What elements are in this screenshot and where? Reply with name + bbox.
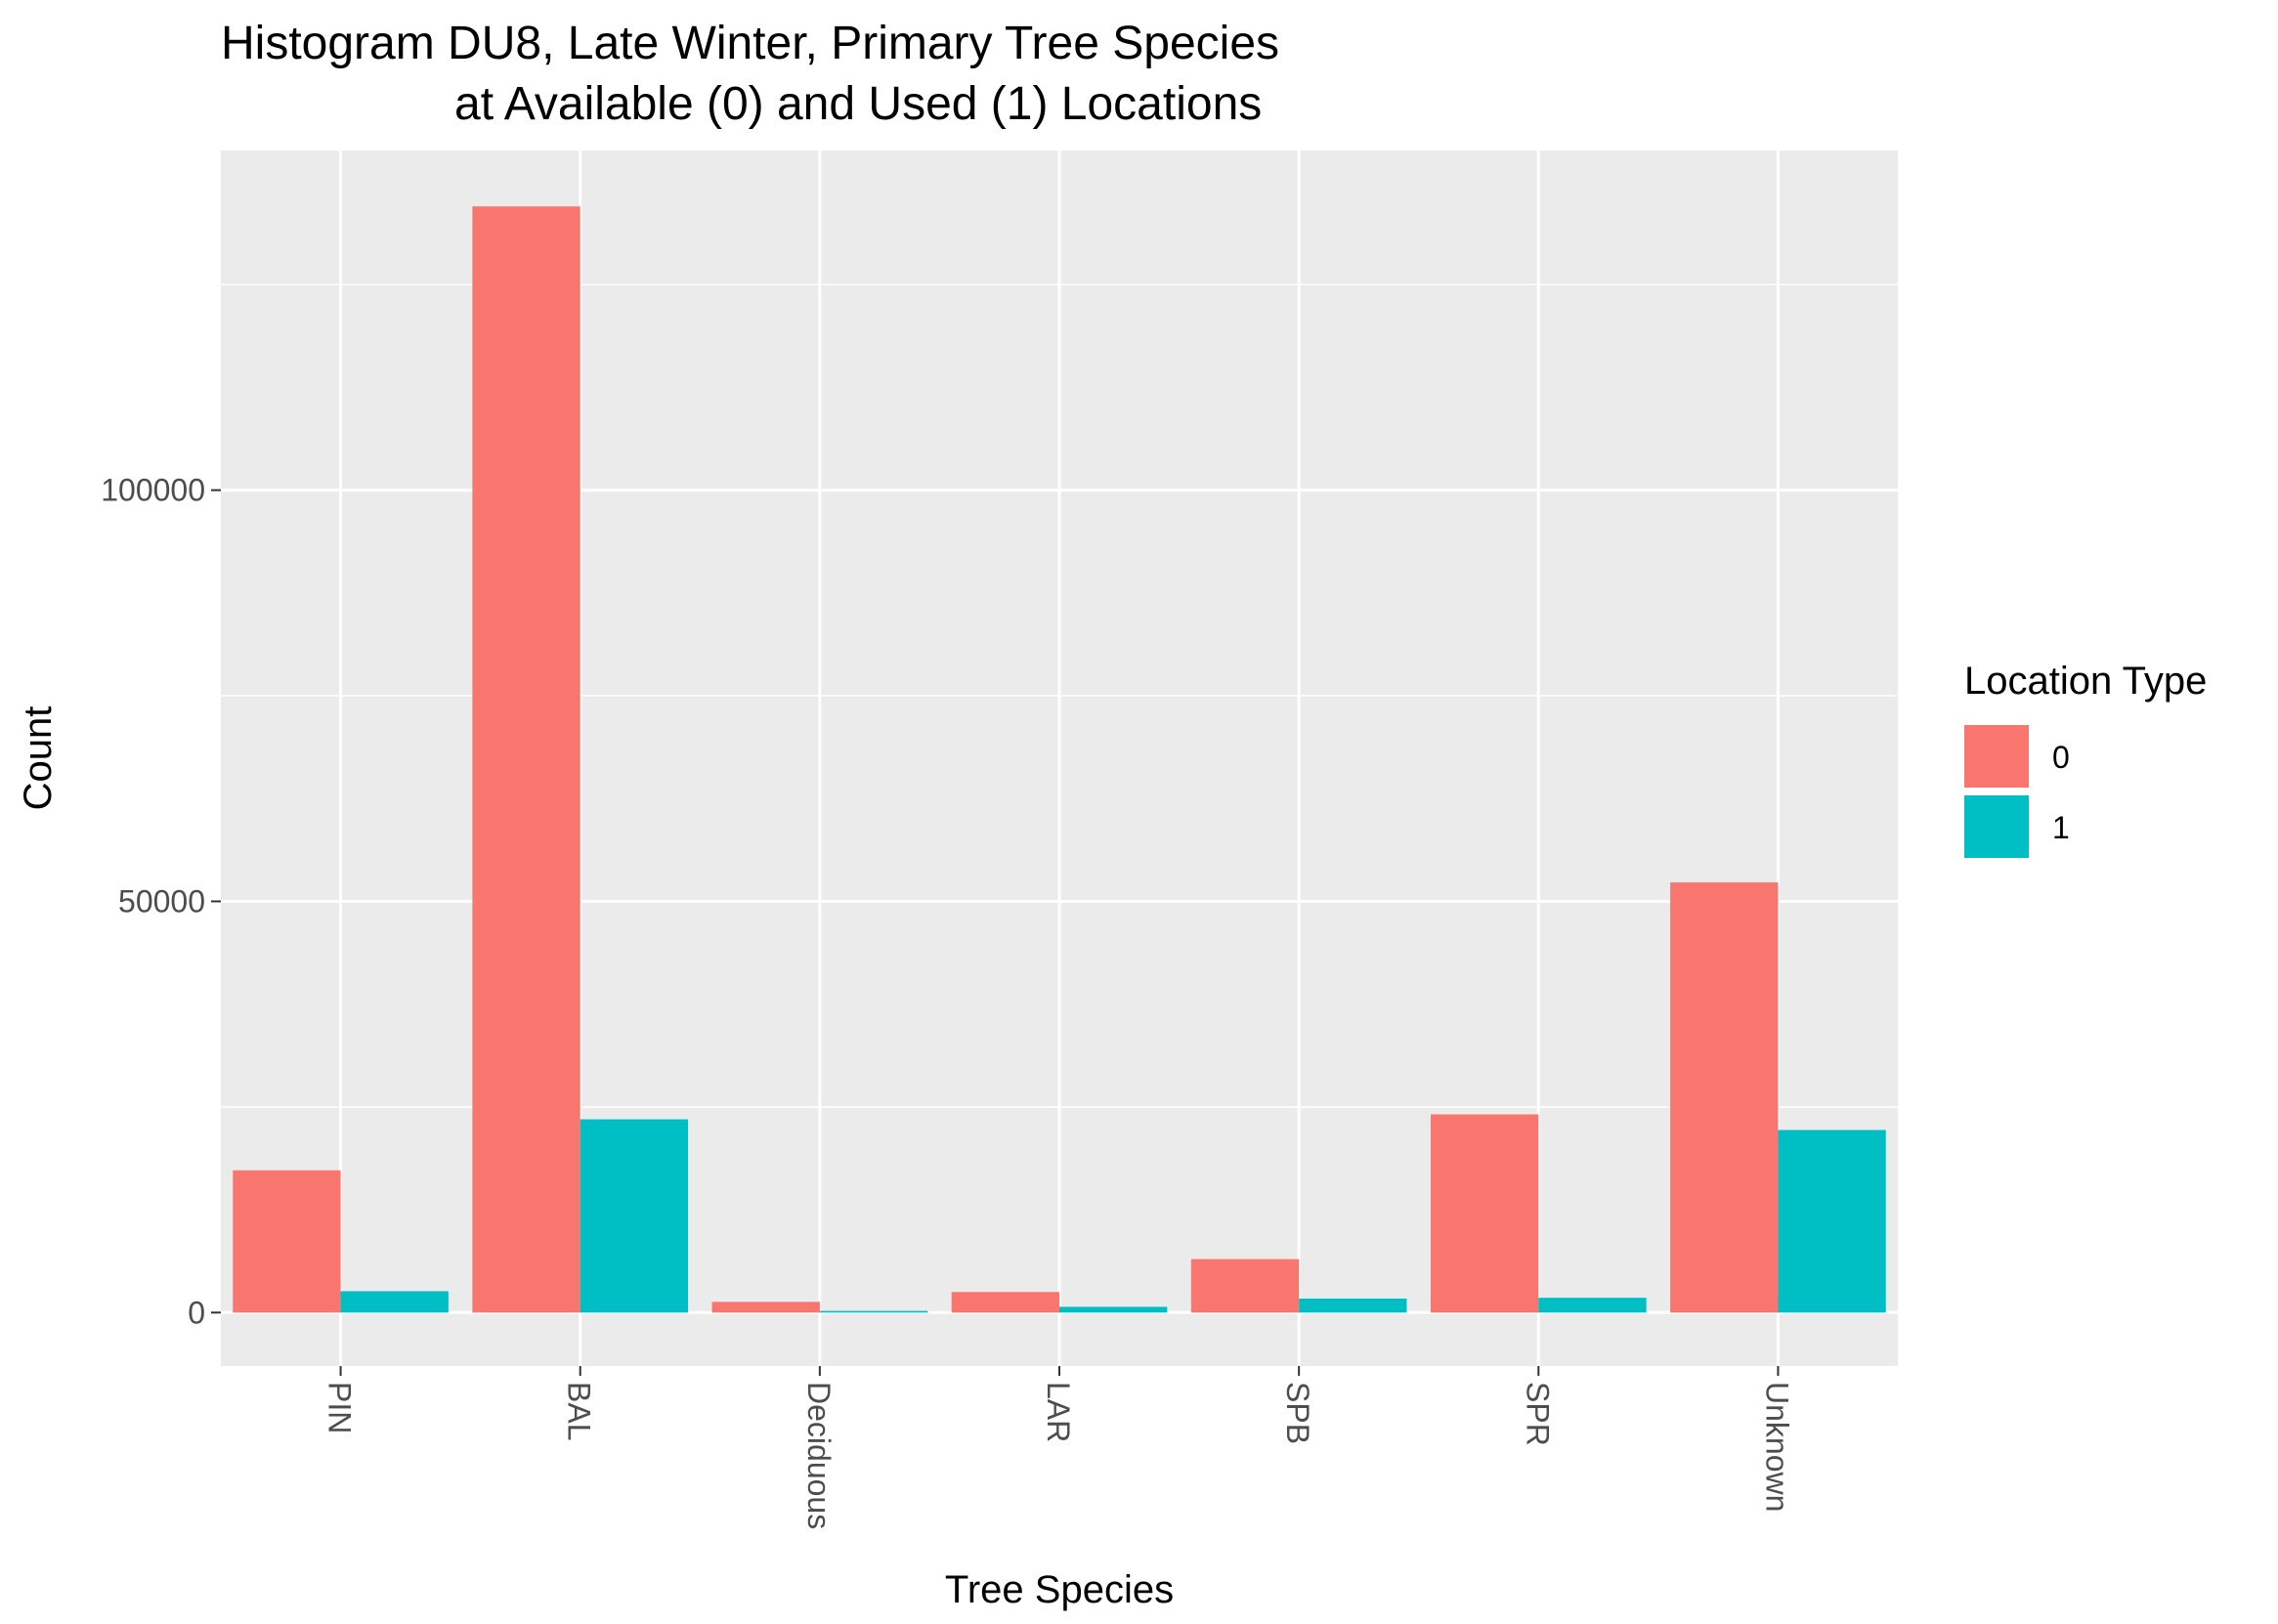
legend-title: Location Type <box>1964 660 2207 703</box>
x-tick-label: SPB <box>1280 1382 1315 1444</box>
x-tick-label: PIN <box>322 1382 358 1433</box>
x-axis-title: Tree Species <box>945 1568 1174 1611</box>
y-axis-title: Count <box>17 706 60 811</box>
y-axis: 0 50000 100000 <box>101 473 221 1330</box>
legend-key-0 <box>1964 725 2029 788</box>
bar-bal-0 <box>472 206 580 1313</box>
bar-deciduous-1 <box>819 1310 928 1313</box>
x-tick-label: Deciduous <box>801 1382 837 1529</box>
legend-label-1: 1 <box>2052 810 2070 845</box>
chart-title-line-2: at Available (0) and Used (1) Locations <box>454 78 1262 130</box>
x-tick-label: SPR <box>1520 1382 1555 1446</box>
y-tick-label: 100000 <box>101 473 205 508</box>
bar-spr-0 <box>1430 1114 1539 1313</box>
chart-title-line-1: Histogram DU8, Late Winter, Primary Tree… <box>221 18 1279 69</box>
legend-key-1 <box>1964 795 2029 858</box>
bars <box>233 206 1886 1313</box>
bar-unknown-0 <box>1670 882 1779 1313</box>
bar-pin-1 <box>340 1291 449 1313</box>
x-tick-label: Unknown <box>1759 1382 1794 1512</box>
bar-lar-0 <box>951 1292 1059 1313</box>
y-tick-label: 0 <box>188 1295 205 1330</box>
x-tick-label: LAR <box>1041 1382 1076 1442</box>
y-tick-label: 50000 <box>118 883 205 919</box>
bar-spb-0 <box>1190 1259 1300 1313</box>
bar-pin-0 <box>233 1170 341 1313</box>
bar-deciduous-0 <box>711 1302 820 1313</box>
legend-label-0: 0 <box>2052 740 2070 775</box>
x-tick-label: BAL <box>562 1382 597 1440</box>
bar-bal-1 <box>580 1119 689 1313</box>
bar-spr-1 <box>1538 1298 1647 1313</box>
bar-lar-1 <box>1059 1306 1168 1313</box>
bar-unknown-1 <box>1778 1130 1886 1313</box>
bar-spb-1 <box>1299 1298 1407 1313</box>
x-axis: PIN BAL Deciduous LAR SPB SPR Unknown <box>322 1366 1794 1529</box>
legend: Location Type 0 1 <box>1964 660 2207 858</box>
